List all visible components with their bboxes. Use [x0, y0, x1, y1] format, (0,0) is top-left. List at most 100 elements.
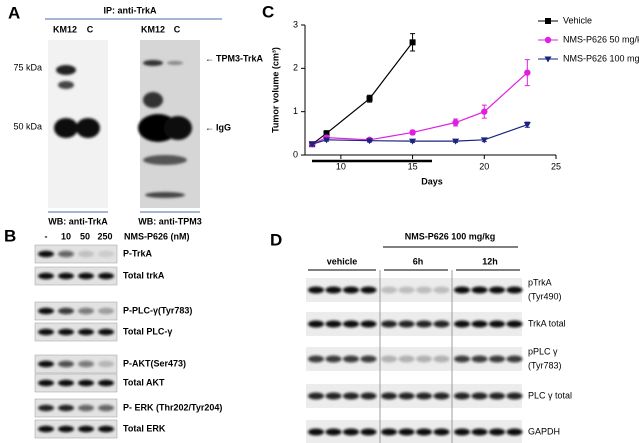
- band: [58, 404, 74, 412]
- row-label: P-PLC-γ(Tyr783): [123, 305, 192, 315]
- band: [454, 355, 470, 363]
- band: [58, 250, 74, 258]
- blot-strip: [34, 301, 118, 321]
- bands: [308, 320, 523, 328]
- lane-label: 50: [80, 231, 90, 241]
- row-label: P- ERK (Thr202/Tyr204): [123, 402, 222, 412]
- blot-strip: [34, 398, 118, 418]
- arrow-label: TPM3-TrkA: [216, 53, 264, 63]
- band: [381, 355, 397, 363]
- band: [343, 392, 359, 400]
- ip-label: IP: anti-TrkA: [103, 5, 157, 15]
- band: [381, 320, 397, 328]
- band: [78, 250, 94, 258]
- band: [58, 360, 74, 368]
- blot-panel: pTrkA (Tyr490) TrkA total pPLC γ (Tyr783) PLC…: [306, 270, 572, 443]
- row-label: GAPDH: [528, 426, 560, 436]
- band: [325, 392, 342, 400]
- group-label: 12h: [482, 256, 498, 266]
- band: [38, 404, 54, 412]
- band: [381, 286, 397, 294]
- band: [308, 392, 324, 400]
- band: [38, 360, 54, 368]
- blot-strip: [34, 322, 118, 342]
- data-point: [480, 137, 488, 144]
- data-point: [409, 39, 416, 46]
- x-tick-label: 10: [336, 161, 346, 171]
- band: [416, 286, 432, 294]
- band: [489, 428, 505, 436]
- band: [343, 355, 359, 363]
- y-tick-label: 0: [293, 149, 298, 159]
- band: [360, 286, 377, 294]
- legend-marker: [544, 36, 552, 44]
- row-label: PLC γ total: [528, 390, 572, 400]
- band: [38, 250, 54, 258]
- data-point: [523, 122, 531, 129]
- panel-label: C: [262, 2, 274, 21]
- band: [58, 272, 74, 280]
- band: [381, 428, 397, 436]
- y-tick-label: 1: [293, 106, 298, 116]
- band: [98, 307, 114, 315]
- data-point: [452, 119, 459, 126]
- bands: [308, 286, 523, 294]
- treatment-label: NMS-P626 (nM): [124, 231, 190, 241]
- bands: [308, 428, 523, 436]
- row-label: (Tyr783): [528, 360, 562, 370]
- band: [398, 355, 415, 363]
- row-label: Total trkA: [123, 270, 165, 280]
- band: [360, 355, 377, 363]
- band: [360, 320, 377, 328]
- band: [38, 328, 54, 336]
- band: [38, 379, 54, 387]
- panel-label: B: [4, 226, 16, 245]
- x-tick-label: 15: [408, 161, 418, 171]
- band: [78, 307, 94, 315]
- band: [416, 428, 432, 436]
- band: [506, 428, 523, 436]
- arrow-label: ←: [205, 53, 214, 63]
- band: [433, 320, 450, 328]
- band: [58, 328, 74, 336]
- band: [360, 392, 377, 400]
- y-tick-label: 2: [293, 63, 298, 73]
- band: [38, 425, 54, 433]
- treatment-label: NMS-P626 100 mg/kg: [405, 231, 496, 241]
- data-point: [409, 129, 416, 136]
- band: [398, 428, 415, 436]
- band: [433, 355, 450, 363]
- bands: [38, 404, 114, 412]
- kda-label: 75 kDa: [13, 62, 42, 72]
- row-label: Total PLC-γ: [123, 326, 172, 336]
- lane-label: C: [87, 24, 94, 34]
- data-point: [308, 141, 316, 148]
- band: [398, 392, 415, 400]
- band: [308, 320, 324, 328]
- band: [78, 404, 94, 412]
- blot-strip: [34, 373, 118, 393]
- blot-strip: [34, 244, 118, 264]
- band: [98, 272, 114, 280]
- blot-strip: [34, 266, 118, 286]
- data-point: [409, 138, 417, 145]
- band: [416, 355, 432, 363]
- band: [78, 328, 94, 336]
- lane-label: KM12: [141, 24, 165, 34]
- band: [506, 320, 523, 328]
- bands: [38, 272, 114, 280]
- row-label: P-AKT(Ser473): [123, 358, 186, 368]
- bands: [38, 379, 114, 387]
- lane-label: -: [45, 231, 48, 241]
- band: [98, 250, 114, 258]
- band: [489, 392, 505, 400]
- band: [343, 320, 359, 328]
- data-point: [323, 130, 330, 137]
- band: [78, 360, 94, 368]
- band: [58, 425, 74, 433]
- y-axis-label: Tumor volume (cm³): [270, 47, 280, 133]
- band: [489, 286, 505, 294]
- x-tick-label: 25: [551, 161, 561, 171]
- band: [416, 320, 432, 328]
